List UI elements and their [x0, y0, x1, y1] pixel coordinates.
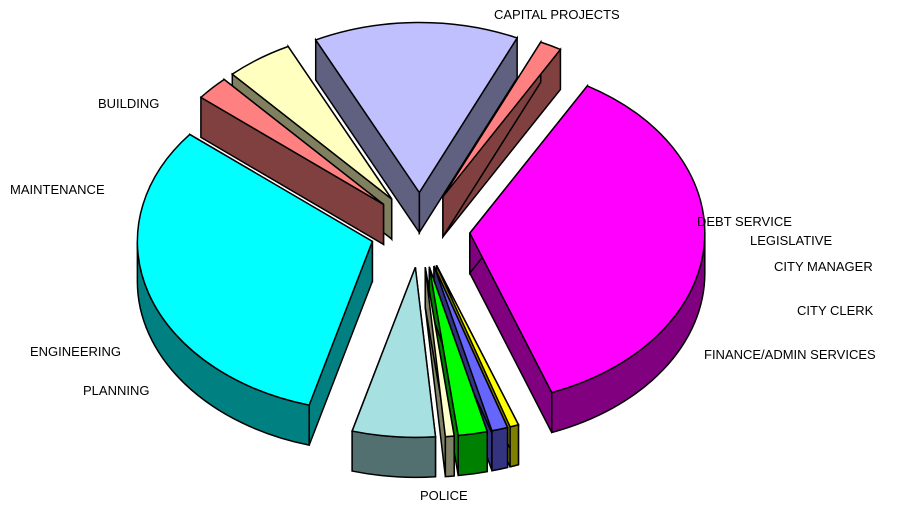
- pie-slice-planning: [199, 77, 385, 246]
- pie-slice-top: [136, 133, 374, 406]
- pie-slice-top: [231, 45, 393, 200]
- pie-slices: [136, 21, 706, 479]
- pie-slice-maintenance: [314, 21, 519, 236]
- slice-label-police: POLICE: [420, 488, 468, 503]
- pie-slice-capital-projects: [468, 83, 706, 434]
- slice-label-planning: PLANNING: [83, 383, 149, 398]
- pie-slice-side: [509, 423, 520, 468]
- pie-slice-top: [442, 41, 562, 198]
- pie-slice-top: [424, 267, 456, 438]
- pie-slice-top: [351, 267, 437, 439]
- pie-slice-side: [457, 430, 488, 477]
- pie-slice-side: [491, 426, 509, 472]
- pie-slice-top: [433, 265, 509, 432]
- slice-label-capital-projects: CAPITAL PROJECTS: [494, 7, 620, 22]
- pie-slice-police: [136, 133, 374, 447]
- slice-label-debt-service: DEBT SERVICE: [697, 214, 792, 229]
- slice-label-legislative: LEGISLATIVE: [750, 233, 832, 248]
- pie-slice-top: [468, 85, 706, 394]
- pie-slice-finance-admin-services: [351, 267, 437, 479]
- pie-slice-top: [435, 265, 520, 428]
- pie-slice-city-clerk: [424, 267, 456, 478]
- pie-slice-top: [428, 266, 489, 437]
- pie-slice-top: [199, 78, 384, 206]
- pie-slice-side: [444, 435, 455, 478]
- pie-slice-top: [314, 21, 519, 194]
- pie-slice-side: [351, 430, 437, 479]
- slice-label-city-manager: CITY MANAGER: [774, 259, 873, 274]
- slice-label-city-clerk: CITY CLERK: [797, 303, 874, 318]
- pie-labels: CAPITAL PROJECTS DEBT SERVICE LEGISLATIV…: [10, 7, 876, 503]
- slice-label-building: BUILDING: [98, 96, 159, 111]
- slice-label-finance-admin-services: FINANCE/ADMIN SERVICES: [704, 347, 876, 362]
- slice-label-maintenance: MAINTENANCE: [10, 182, 105, 197]
- slice-label-engineering: ENGINEERING: [30, 344, 121, 359]
- pie-slice-building: [442, 39, 562, 240]
